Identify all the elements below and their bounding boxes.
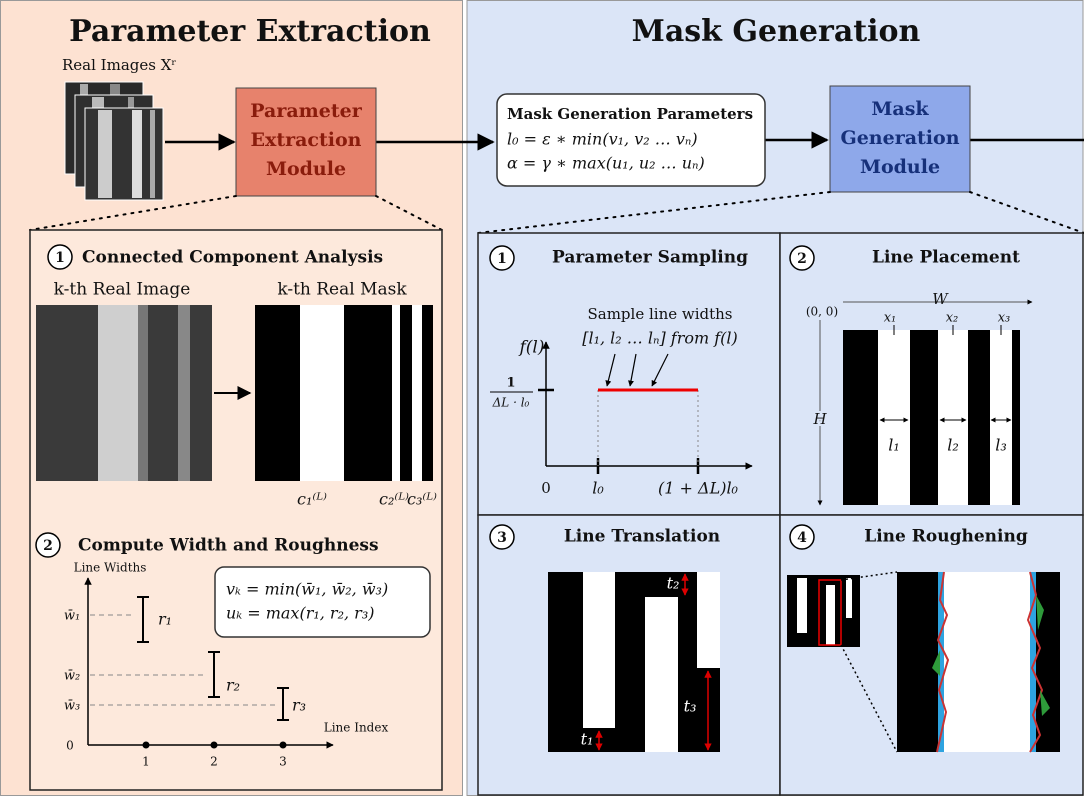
shift-label: t₁ [581, 730, 594, 749]
formula: uₖ = max(r₁, r₂, r₃) [226, 604, 374, 623]
real-image-stack [65, 82, 163, 200]
index-dot-part [280, 742, 287, 749]
position-label: x₃ [998, 311, 1011, 326]
axis-tick-label: l₀ [592, 479, 604, 498]
shift-label: t₂ [667, 574, 680, 593]
module-label: Generation [840, 127, 959, 149]
line-width-label: l₃ [995, 436, 1007, 455]
index-dot-part [211, 742, 218, 749]
section-title: Parameter Extraction [69, 14, 431, 49]
component-label: c₂⁽ᴸ⁾ [379, 490, 409, 509]
real-image-stack-part [150, 110, 155, 198]
axis-tick-label: 1 [142, 755, 150, 769]
roughening-inset-part [846, 578, 852, 618]
width-label: W [932, 290, 949, 308]
roughening-inset-part [797, 578, 807, 633]
axis-tick-label: 0 [66, 739, 74, 753]
module-label: Module [266, 158, 346, 180]
step-number: 2 [797, 251, 807, 267]
formula: vₖ = min(w̄₁, w̄₂, w̄₃) [226, 580, 388, 599]
density-denominator: ΔL · l₀ [492, 396, 530, 410]
step-number: 4 [797, 530, 807, 546]
step-number: 1 [55, 250, 65, 266]
shift-label: t₃ [684, 697, 697, 716]
axis-tick-label: 2 [210, 755, 218, 769]
real-image [36, 305, 212, 481]
axis-tick-label: 0 [541, 479, 551, 497]
width-label: w̄₁ [64, 609, 80, 624]
roughness-label: r₂ [226, 676, 240, 695]
axis-label: Line Index [324, 721, 389, 735]
index-dot-part [143, 742, 150, 749]
roughness-label: r₁ [158, 610, 172, 629]
step-number: 1 [497, 251, 507, 267]
roughness-label: r₃ [292, 696, 306, 715]
translated-mask-part [583, 572, 615, 728]
step-title: Connected Component Analysis [82, 248, 383, 268]
width-label: w̄₂ [64, 669, 80, 684]
component-label: c₁⁽ᴸ⁾ [297, 490, 327, 509]
placed-mask-part [878, 330, 910, 505]
step-title: Compute Width and Roughness [78, 536, 379, 556]
translated-mask [548, 572, 720, 752]
real-mask [255, 305, 433, 481]
step-title: Line Translation [564, 527, 720, 547]
image-label: k-th Real Image [54, 280, 191, 300]
width-label: w̄₃ [64, 699, 80, 714]
component-label: c₃⁽ᴸ⁾ [407, 490, 437, 509]
parameters-title: Mask Generation Parameters [507, 105, 753, 123]
formula-box [215, 567, 430, 637]
step-title: Line Placement [872, 248, 1020, 268]
density-numerator: 1 [506, 376, 515, 391]
module-label: Module [860, 156, 940, 178]
step-number: 2 [43, 538, 53, 554]
placed-mask-part [990, 330, 1012, 505]
position-label: x₁ [884, 311, 897, 326]
image-label: k-th Real Mask [277, 280, 407, 300]
translated-mask-part [645, 597, 678, 752]
placed-mask [843, 330, 1020, 505]
step-title: Line Roughening [864, 527, 1028, 547]
section-title: Mask Generation [632, 14, 921, 49]
module-label: Extraction [251, 129, 362, 151]
roughening-inset-part [826, 585, 835, 645]
axis-tick-label: 3 [279, 755, 287, 769]
line-width-label: l₂ [947, 436, 959, 455]
module-label: Parameter [250, 100, 362, 122]
height-label: H [812, 410, 827, 428]
translated-mask-part [548, 572, 720, 752]
module-label: Mask [871, 98, 929, 120]
parameter-formula: α = γ ∗ max(u₁, u₂ … uₙ) [507, 154, 705, 173]
step-number: 3 [497, 530, 507, 546]
real-image-part [138, 305, 148, 481]
real-image-stack-part [98, 110, 112, 198]
note: Sample line widths [587, 305, 732, 323]
translated-mask-part [697, 572, 720, 668]
axis-tick-label: (1 + ΔL)l₀ [658, 479, 739, 498]
figure: Parameter Extraction Mask Generation Rea… [0, 0, 1084, 796]
placed-mask-part [938, 330, 968, 505]
roughened-line-part [944, 572, 1030, 752]
position-label: x₂ [946, 311, 959, 326]
sub-panel-part [478, 233, 780, 515]
real-mask-part [412, 305, 422, 481]
step-title: Parameter Sampling [552, 248, 748, 268]
roughened-line [897, 572, 1060, 752]
real-image-part [98, 305, 138, 481]
real-image-stack-part [132, 110, 142, 198]
line-width-label: l₁ [888, 436, 900, 455]
note: [l₁, l₂ … lₙ] from f(l) [582, 329, 738, 348]
origin-label: (0, 0) [806, 305, 838, 319]
real-mask-part [392, 305, 400, 481]
axis-label: f(l) [518, 338, 545, 358]
real-image-part [178, 305, 190, 481]
images-label: Real Images Xʳ [62, 56, 177, 74]
real-mask-part [300, 305, 344, 481]
roughening-inset [787, 575, 860, 647]
parameter-formula: l₀ = ε ∗ min(v₁, v₂ … vₙ) [507, 130, 698, 149]
axis-label: Line Widths [74, 561, 147, 575]
